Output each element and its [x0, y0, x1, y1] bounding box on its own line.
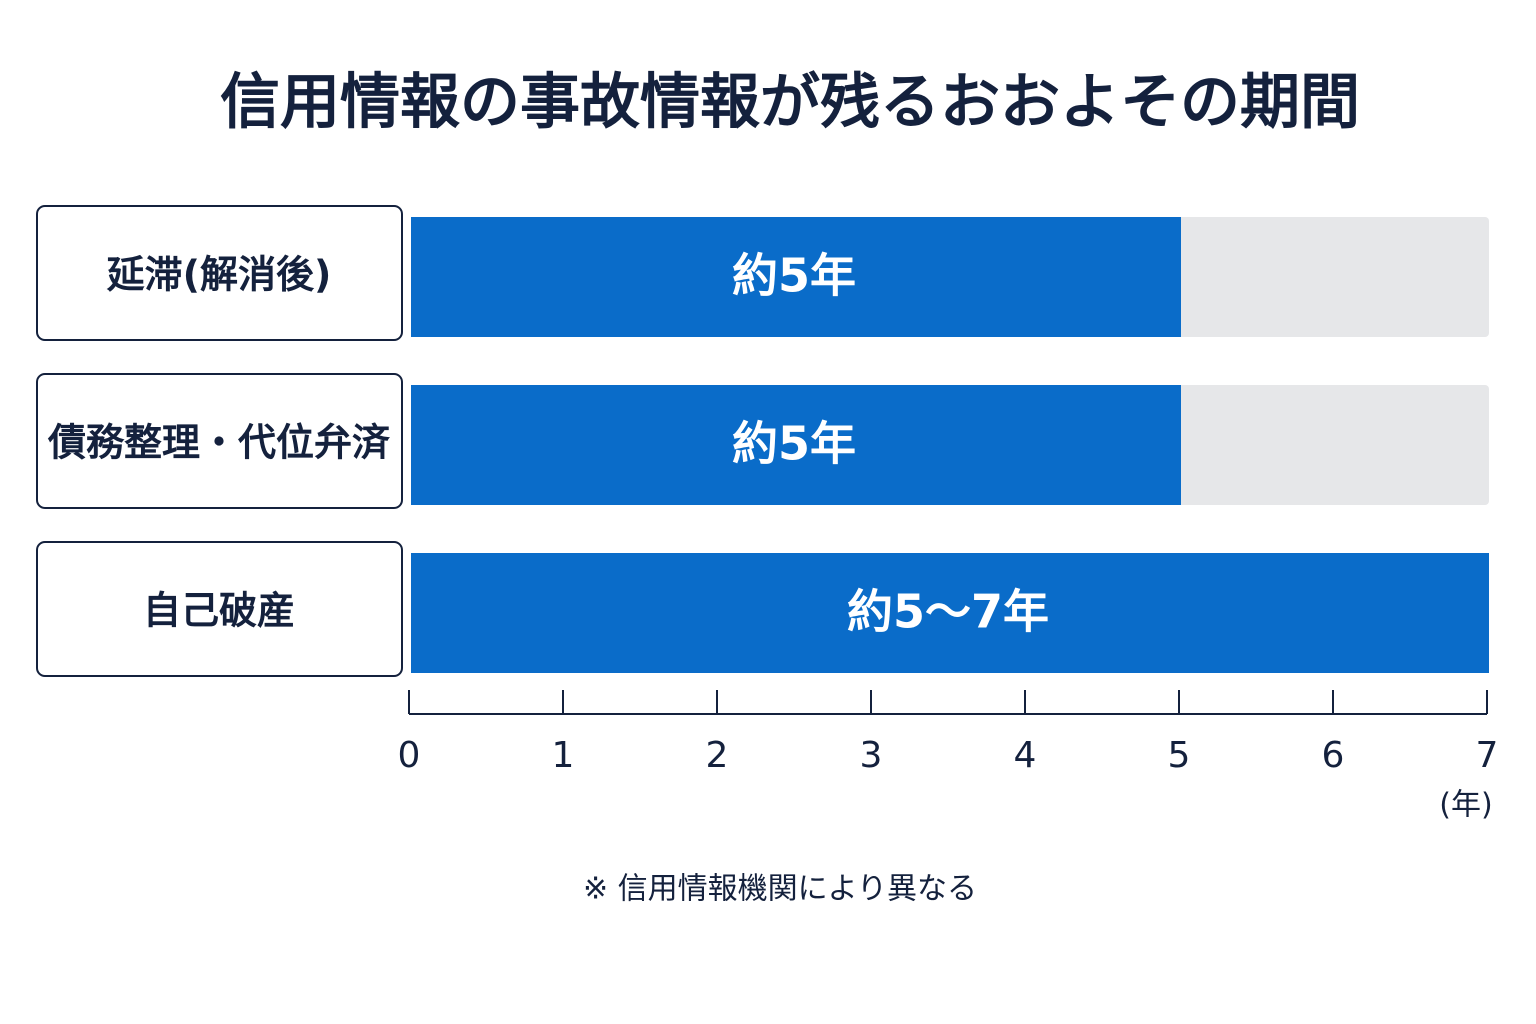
- x-tick-label: 6: [1322, 735, 1345, 776]
- footnote: ※ 信用情報機関により異なる: [583, 872, 977, 907]
- category-label: 自己破産: [143, 589, 295, 633]
- bar: [411, 385, 1181, 505]
- bar: [411, 217, 1181, 337]
- x-tick-label: 0: [398, 735, 421, 776]
- x-tick-label: 1: [552, 735, 575, 776]
- x-tick-label: 5: [1168, 735, 1191, 776]
- category-box: [36, 541, 403, 677]
- value-label: 約5年: [732, 417, 856, 471]
- value-label: 約5〜7年: [847, 585, 1049, 639]
- chart-title: 信用情報の事故情報が残るおおよその期間: [220, 68, 1360, 138]
- category-label: 債務整理・代位弁済: [47, 421, 391, 465]
- category-label: 延滞(解消後): [107, 253, 332, 297]
- x-tick-label: 2: [706, 735, 729, 776]
- category-box: [36, 205, 403, 341]
- value-label: 約5年: [732, 249, 856, 303]
- x-tick-label: 3: [860, 735, 883, 776]
- x-tick-label: 7: [1476, 735, 1499, 776]
- x-axis-label: (年): [1439, 788, 1492, 823]
- bar: [411, 553, 1489, 673]
- x-tick-label: 4: [1014, 735, 1037, 776]
- category-box: [36, 373, 403, 509]
